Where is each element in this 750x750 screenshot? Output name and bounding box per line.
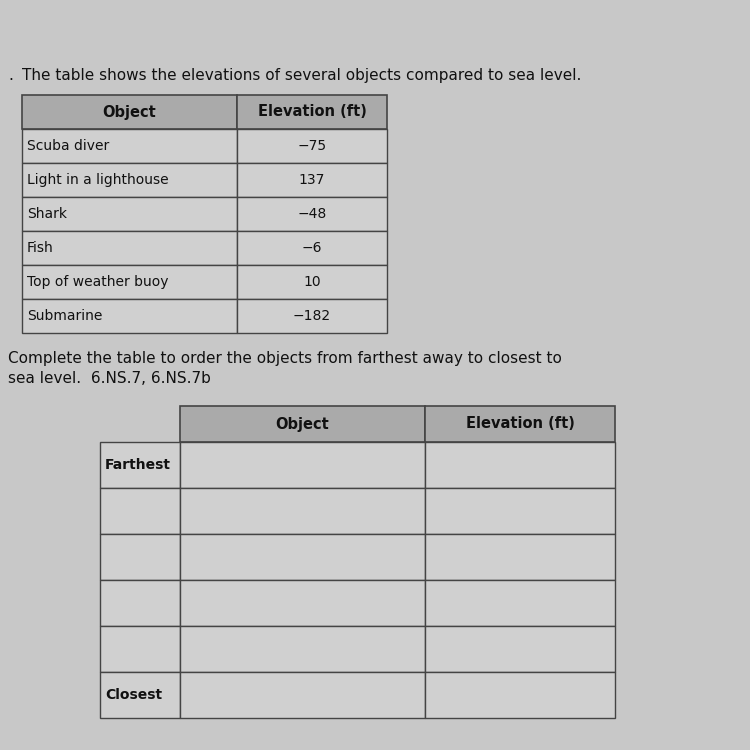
Text: Light in a lighthouse: Light in a lighthouse [27,173,169,187]
Text: −48: −48 [297,207,327,221]
Bar [425,626,615,672]
Bar [237,95,387,129]
Bar [180,534,425,580]
Text: Top of weather buoy: Top of weather buoy [27,275,169,289]
Bar [237,197,387,231]
Text: Elevation (ft): Elevation (ft) [257,104,367,119]
Bar [180,442,425,488]
Bar [100,488,180,534]
Bar [180,580,425,626]
Bar [425,442,615,488]
Bar [425,534,615,580]
Bar [100,580,180,626]
Text: .: . [8,68,13,83]
Bar [22,231,237,265]
Bar [22,197,237,231]
Bar [425,672,615,718]
Text: 137: 137 [298,173,326,187]
Text: Farthest: Farthest [105,458,171,472]
Bar [22,95,237,129]
Bar [237,231,387,265]
Text: Object: Object [103,104,156,119]
Bar [100,534,180,580]
Bar [180,406,425,442]
Text: Closest: Closest [105,688,162,702]
Bar [100,442,180,488]
Bar [22,265,237,299]
Bar [425,488,615,534]
Text: Complete the table to order the objects from farthest away to closest to: Complete the table to order the objects … [8,351,562,366]
Text: −75: −75 [298,139,326,153]
Bar [237,299,387,333]
Bar [237,265,387,299]
Text: Elevation (ft): Elevation (ft) [466,416,574,431]
Bar [22,299,237,333]
Bar [100,672,180,718]
Bar [237,129,387,163]
Text: Fish: Fish [27,241,54,255]
Bar [22,129,237,163]
Text: −182: −182 [293,309,331,323]
Text: Object: Object [276,416,329,431]
Text: Scuba diver: Scuba diver [27,139,109,153]
Text: Submarine: Submarine [27,309,102,323]
Text: 10: 10 [303,275,321,289]
Text: The table shows the elevations of several objects compared to sea level.: The table shows the elevations of severa… [22,68,581,83]
Text: −6: −6 [302,241,322,255]
Bar [425,580,615,626]
Text: sea level.  6.NS.7, 6.NS.7b: sea level. 6.NS.7, 6.NS.7b [8,371,211,386]
Bar [237,163,387,197]
Bar [180,672,425,718]
Bar [100,626,180,672]
Bar [425,406,615,442]
Bar [22,163,237,197]
Bar [180,488,425,534]
Text: Shark: Shark [27,207,67,221]
Bar [180,626,425,672]
